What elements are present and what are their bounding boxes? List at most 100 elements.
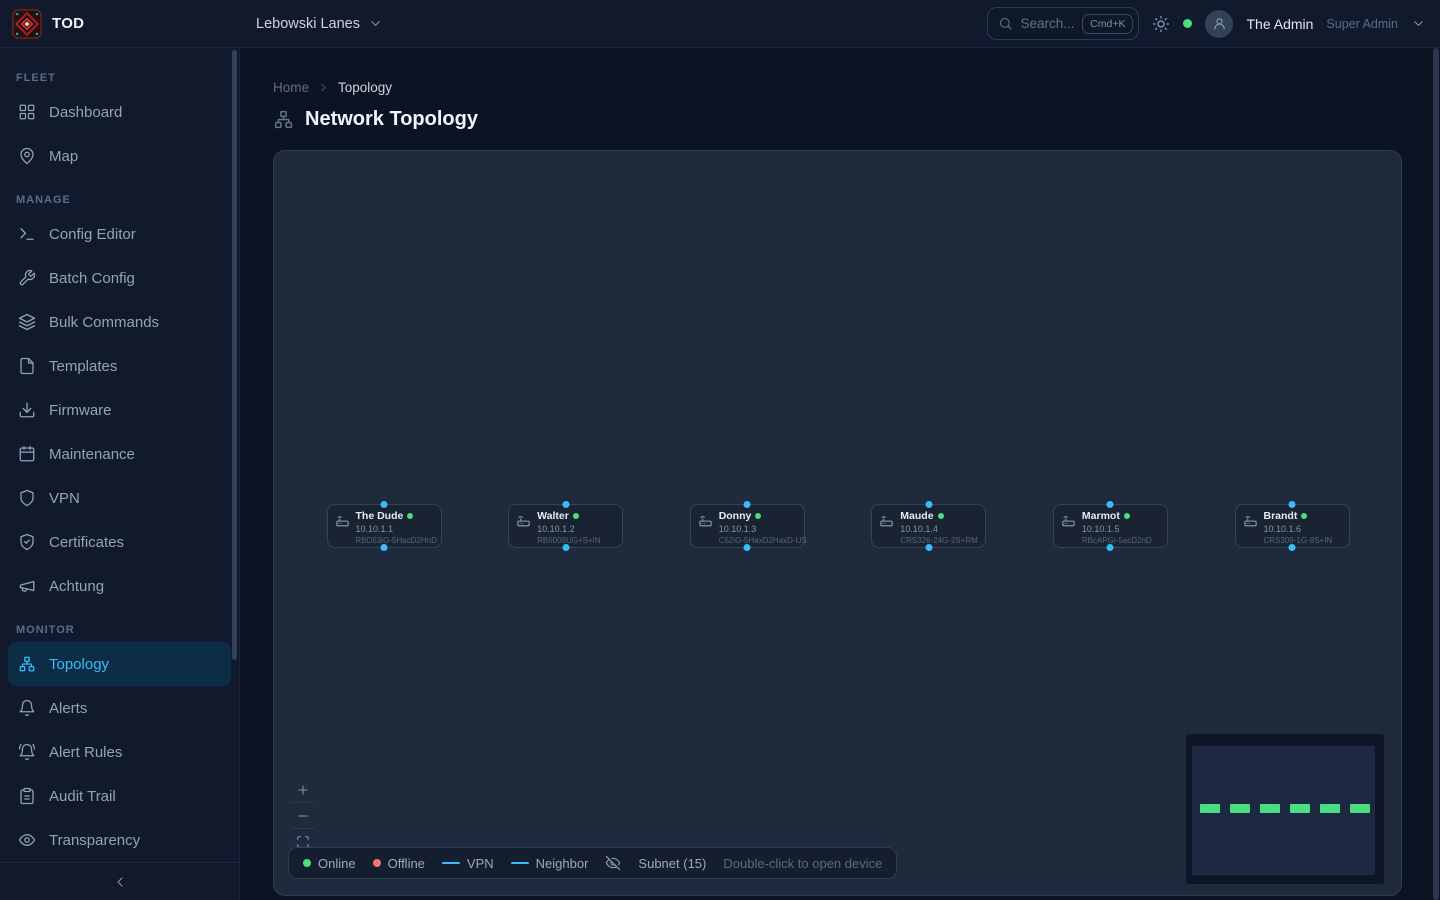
node-text: The Dude 10.10.1.1 RBD53iG-5HacD2HnD — [355, 510, 437, 545]
router-icon — [1243, 513, 1258, 542]
plus-icon — [296, 783, 310, 797]
minimap-node — [1200, 804, 1220, 813]
node-handle-bottom[interactable] — [743, 544, 751, 551]
sidebar-item-templates[interactable]: Templates — [8, 344, 231, 388]
sidebar-item-dashboard[interactable]: Dashboard — [8, 90, 231, 134]
device-node[interactable]: The Dude 10.10.1.1 RBD53iG-5HacD2HnD — [326, 501, 442, 551]
terminal-icon — [18, 225, 36, 243]
sidebar-item-alerts[interactable]: Alerts — [8, 686, 231, 730]
bell-ring-icon — [18, 743, 36, 761]
download-icon — [18, 401, 36, 419]
topbar-right: Search... Cmd+K The Admin Super Admin — [987, 7, 1440, 40]
node-handle-top[interactable] — [1288, 501, 1296, 508]
node-handle-bottom[interactable] — [1106, 544, 1114, 551]
sidebar-section-label: FLEET — [16, 72, 56, 84]
router-icon — [698, 513, 713, 542]
sidebar-item-label: VPN — [49, 489, 80, 507]
device-ip: 10.10.1.4 — [900, 523, 938, 534]
sidebar-item-maintenance[interactable]: Maintenance — [8, 432, 231, 476]
device-node[interactable]: Marmot 10.10.1.5 RBcAPGi-5acD2nD — [1052, 501, 1168, 551]
avatar[interactable] — [1205, 9, 1234, 38]
user-menu-chevron-icon[interactable] — [1411, 16, 1426, 31]
node-handle-top[interactable] — [562, 501, 570, 508]
node-handle-top[interactable] — [1106, 501, 1114, 508]
sidebar-item-label: Achtung — [49, 577, 105, 595]
status-dot-online — [755, 513, 762, 520]
device-model: CRS309-1G-8S+IN — [1263, 535, 1333, 545]
breadcrumb-home[interactable]: Home — [273, 80, 310, 95]
router-icon — [879, 513, 894, 542]
search-shortcut-badge: Cmd+K — [1082, 13, 1134, 34]
device-name: The Dude — [355, 510, 404, 522]
sidebar-item-topology[interactable]: Topology — [8, 642, 231, 686]
user-name: The Admin — [1246, 15, 1314, 32]
sidebar-item-certificates[interactable]: Certificates — [8, 520, 231, 564]
zoom-in-button[interactable] — [291, 777, 315, 803]
sidebar-item-label: Config Editor — [49, 225, 136, 243]
sidebar-item-firmware[interactable]: Firmware — [8, 388, 231, 432]
device-model: CRS326-24G-2S+RM — [900, 535, 978, 545]
sidebar-item-config-editor[interactable]: Config Editor — [8, 212, 231, 256]
page-scrollbar[interactable] — [1433, 48, 1439, 900]
eye-off-icon[interactable] — [605, 855, 621, 871]
sidebar-item-audit-trail[interactable]: Audit Trail — [8, 774, 231, 818]
minimap-viewport[interactable] — [1192, 746, 1375, 875]
topology-icon — [273, 109, 294, 130]
node-text: Maude 10.10.1.4 CRS326-24G-2S+RM — [900, 510, 978, 545]
minimap-node — [1230, 804, 1250, 813]
legend-offline: Offline — [372, 855, 425, 871]
minimap-nodes — [1200, 804, 1370, 813]
node-handle-top[interactable] — [743, 501, 751, 508]
device-model: RB5009UG+S+IN — [537, 535, 601, 545]
sidebar-item-alert-rules[interactable]: Alert Rules — [8, 730, 231, 774]
sidebar-item-label: Alerts — [49, 699, 88, 717]
chevron-left-icon — [112, 874, 128, 890]
node-handle-top[interactable] — [380, 501, 388, 508]
device-node[interactable]: Maude 10.10.1.4 CRS326-24G-2S+RM — [871, 501, 987, 551]
device-ip: 10.10.1.3 — [718, 523, 757, 534]
org-switcher[interactable]: Lebowski Lanes — [256, 16, 383, 32]
sidebar-scrollbar[interactable] — [232, 50, 237, 660]
node-handle-bottom[interactable] — [1288, 544, 1296, 551]
legend-neighbor-label: Neighbor — [535, 855, 589, 871]
topology-canvas[interactable]: The Dude 10.10.1.1 RBD53iG-5HacD2HnD Walter… — [273, 150, 1402, 896]
legend-vpn-label: VPN — [466, 855, 494, 871]
node-text: Donny 10.10.1.3 C52iG-5HaxD2HaxD-US — [718, 510, 807, 545]
minimap-node — [1320, 804, 1340, 813]
sidebar-nav: FLEET Dashboard Map MANAGE Config Editor Batc… — [0, 48, 239, 862]
device-node[interactable]: Donny 10.10.1.3 C52iG-5HaxD2HaxD-US — [689, 501, 807, 551]
node-handle-bottom[interactable] — [380, 544, 388, 551]
node-handle-bottom[interactable] — [562, 544, 570, 551]
device-model: RBcAPGi-5acD2nD — [1081, 535, 1152, 545]
node-handle-bottom[interactable] — [925, 544, 933, 551]
node-handle-top[interactable] — [925, 501, 933, 508]
bell-icon — [18, 699, 36, 717]
legend-neighbor: Neighbor — [510, 855, 589, 871]
minimap[interactable] — [1186, 734, 1384, 884]
megaphone-icon — [18, 577, 36, 595]
topbar: TOD Lebowski Lanes Search... Cmd+K The A… — [0, 0, 1440, 48]
legend-hint: Double-click to open device — [723, 855, 883, 871]
legend-online-label: Online — [318, 855, 356, 871]
status-dot-online — [1123, 513, 1130, 520]
router-icon — [516, 513, 531, 542]
sidebar-item-bulk-commands[interactable]: Bulk Commands — [8, 300, 231, 344]
device-node[interactable]: Brandt 10.10.1.6 CRS309-1G-8S+IN — [1234, 501, 1350, 551]
zoom-out-button[interactable] — [291, 803, 315, 829]
sidebar-item-label: Alert Rules — [49, 743, 123, 761]
main-content: Home Topology Network Topology The Dude 1… — [240, 48, 1440, 900]
status-dot-online — [407, 513, 414, 520]
legend-offline-label: Offline — [387, 855, 425, 871]
sidebar-collapse-button[interactable] — [0, 862, 239, 900]
sidebar-item-vpn[interactable]: VPN — [8, 476, 231, 520]
device-node[interactable]: Walter 10.10.1.2 RB5009UG+S+IN — [508, 501, 624, 551]
theme-toggle-sun-icon[interactable] — [1152, 15, 1170, 33]
search-input[interactable]: Search... Cmd+K — [987, 7, 1140, 40]
router-icon — [1061, 513, 1076, 542]
device-name: Marmot — [1081, 510, 1120, 522]
sidebar-item-transparency[interactable]: Transparency — [8, 818, 231, 862]
sidebar-item-batch-config[interactable]: Batch Config — [8, 256, 231, 300]
rug-logo-icon — [12, 8, 42, 39]
sidebar-item-achtung[interactable]: Achtung — [8, 564, 231, 608]
sidebar-item-map[interactable]: Map — [8, 134, 231, 178]
